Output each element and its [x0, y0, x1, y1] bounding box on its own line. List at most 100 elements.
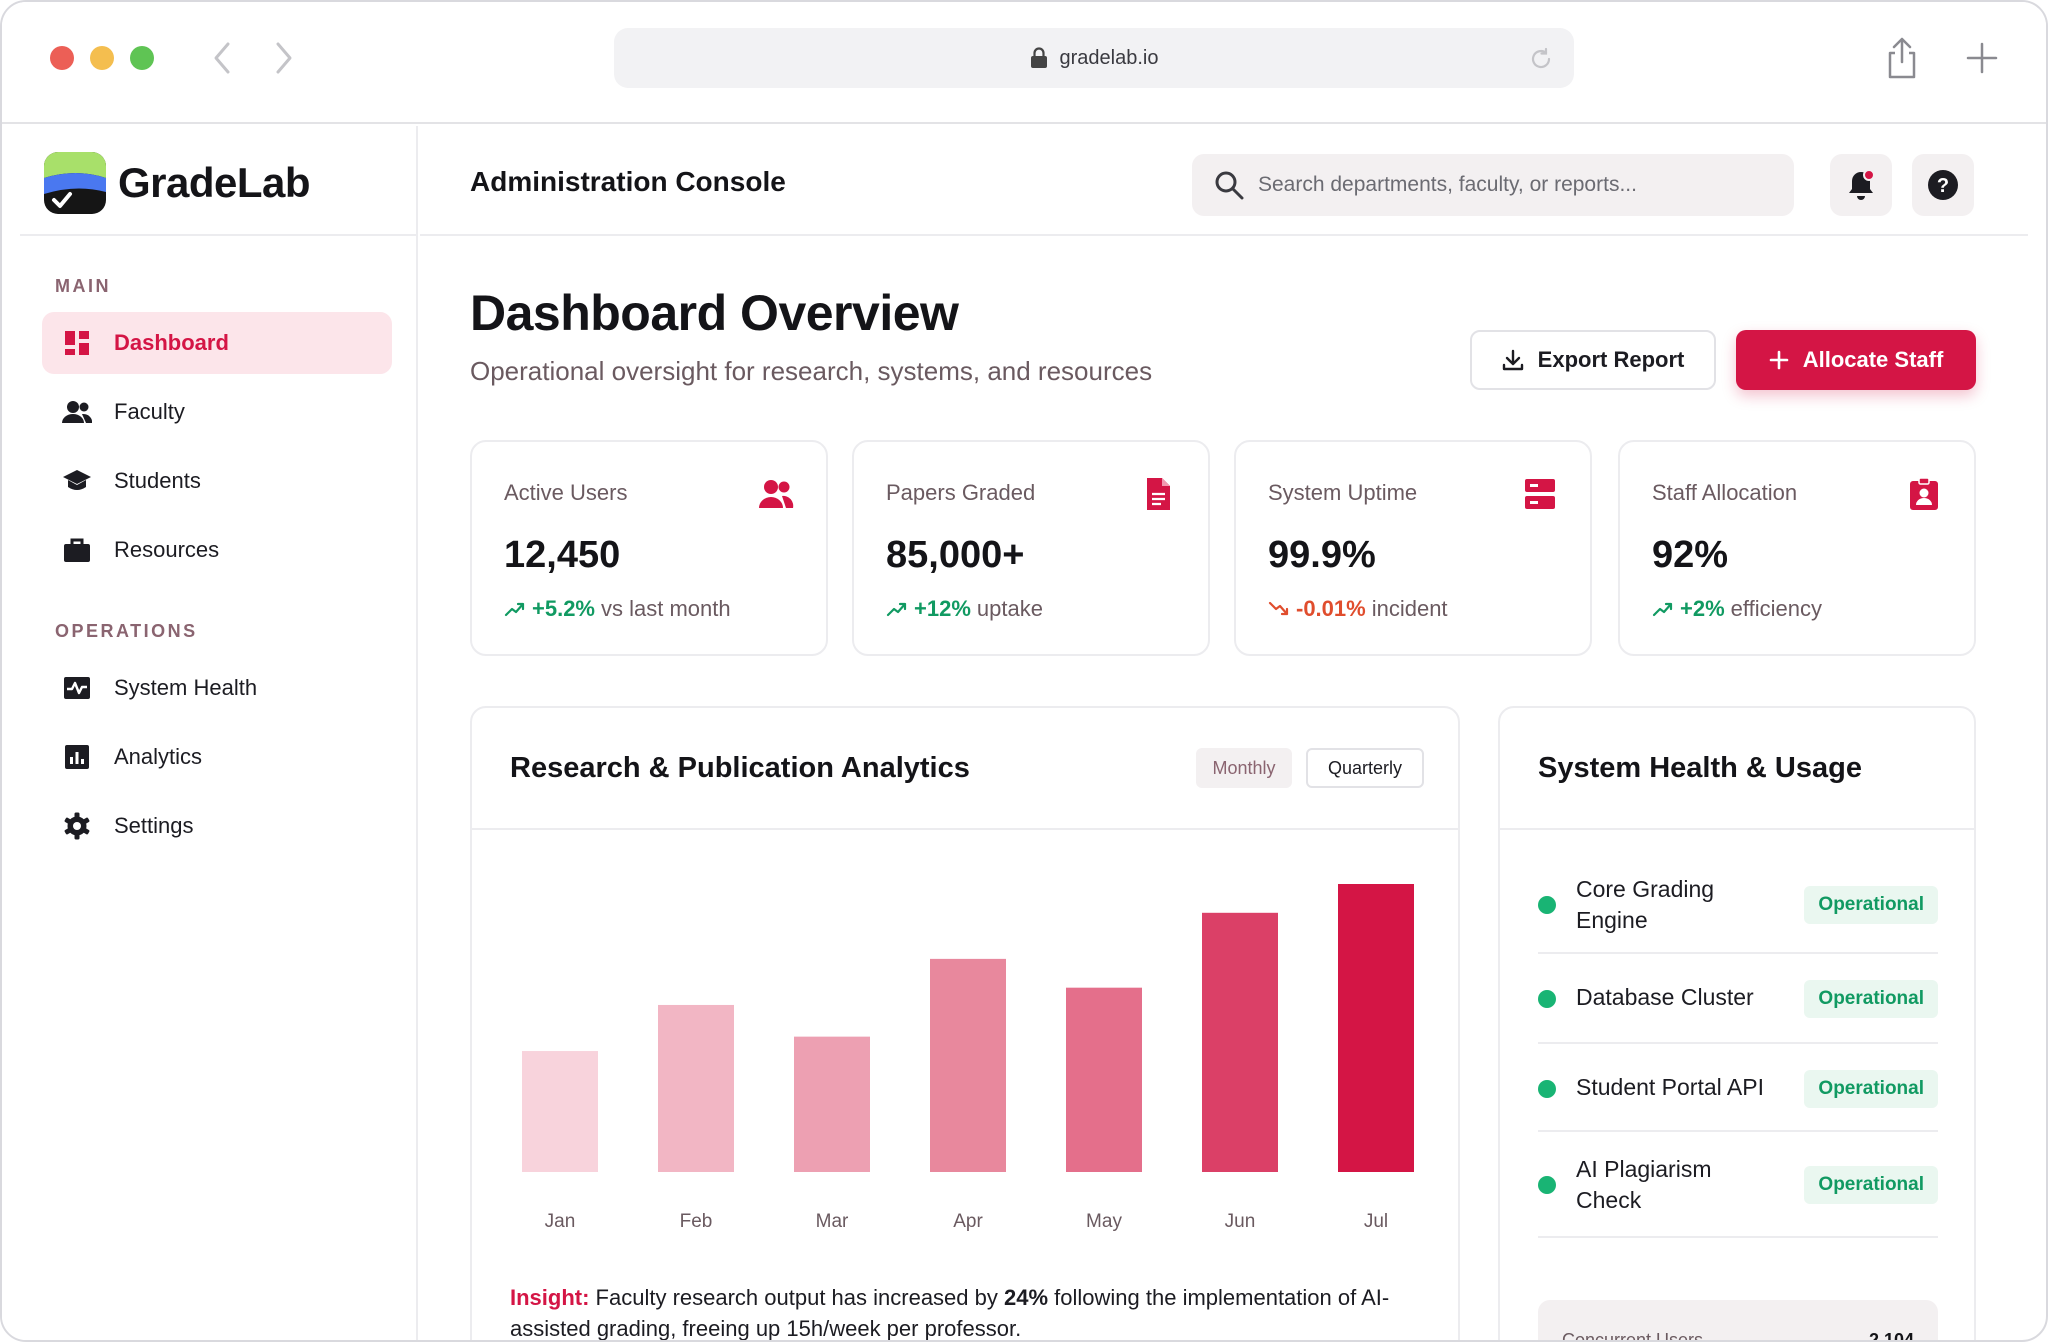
plus-icon: [1769, 350, 1789, 370]
sidebar-item-faculty[interactable]: Faculty: [42, 381, 392, 443]
trend-up-icon: [504, 602, 525, 617]
stat-delta-value: +2%: [1680, 596, 1725, 621]
maximize-window-button[interactable]: [130, 46, 154, 70]
toggle-quarterly[interactable]: Quarterly: [1306, 748, 1424, 788]
bar-may[interactable]: [1066, 987, 1142, 1172]
sidebar-item-label: Analytics: [114, 744, 203, 769]
console-title: Administration Console: [470, 166, 786, 197]
service-row-ai-plagiarism[interactable]: AI Plagiarism Check Operational: [1538, 1132, 1938, 1238]
browser-toolbar: gradelab.io: [2, 2, 2046, 124]
brand-name: GradeLab: [118, 159, 311, 206]
export-report-label: Export Report: [1537, 347, 1685, 372]
sidebar-item-label: Settings: [114, 813, 194, 838]
close-window-button[interactable]: [50, 46, 74, 70]
status-dot: [1538, 1176, 1556, 1194]
help-icon: ?: [1928, 170, 1958, 200]
briefcase-icon: [62, 535, 92, 565]
lock-icon: [1030, 47, 1047, 68]
bell-icon: [1849, 169, 1875, 200]
bar-mar[interactable]: [794, 1036, 870, 1172]
stat-delta-suffix: uptake: [976, 596, 1043, 621]
card-divider: [472, 828, 1458, 830]
bar-jul[interactable]: [1338, 884, 1414, 1172]
badge-icon: [1910, 477, 1938, 510]
service-row-core-grading[interactable]: Core Grading Engine Operational: [1538, 868, 1938, 954]
pulse-icon: [62, 673, 92, 703]
bar-chart-icon: [62, 742, 92, 772]
trend-down-icon: [1268, 601, 1289, 616]
brand[interactable]: GradeLab: [40, 148, 311, 218]
download-icon: [1502, 349, 1524, 371]
back-button[interactable]: [204, 38, 240, 78]
minimize-window-button[interactable]: [90, 46, 114, 70]
chevron-right-icon: [276, 42, 292, 74]
x-tick-label: Mar: [816, 1211, 849, 1232]
stat-value: 12,450: [504, 534, 621, 576]
search-box[interactable]: [1192, 154, 1794, 216]
status-badge: Operational: [1804, 1166, 1938, 1204]
top-header: Administration Console ?: [420, 126, 2028, 236]
stat-delta: +2% efficiency: [1652, 596, 1822, 622]
x-tick-label: Jan: [545, 1211, 576, 1232]
status-badge: Operational: [1804, 980, 1938, 1018]
sidebar-section-operations: OPERATIONS: [55, 621, 198, 641]
bar-jun[interactable]: [1202, 912, 1278, 1172]
window-controls: [50, 46, 154, 70]
notifications-button[interactable]: [1830, 154, 1892, 216]
stat-value: 85,000+: [886, 534, 1025, 576]
stat-delta-value: +12%: [914, 596, 971, 621]
card-divider: [1500, 828, 1974, 830]
insight-pre: Faculty research output has increased by: [589, 1285, 1004, 1310]
export-report-button[interactable]: Export Report: [1470, 330, 1716, 390]
x-tick-label: Apr: [953, 1211, 983, 1232]
allocate-staff-button[interactable]: Allocate Staff: [1736, 330, 1976, 390]
service-name: Core Grading Engine: [1576, 876, 1715, 933]
status-dot: [1538, 896, 1556, 914]
svg-text:?: ?: [1937, 175, 1949, 197]
forward-button[interactable]: [266, 38, 302, 78]
stat-delta: +5.2% vs last month: [504, 596, 731, 622]
sidebar: GradeLab MAIN Dashboard Faculty Students: [2, 126, 418, 1340]
new-tab-icon[interactable]: [1962, 36, 2002, 80]
users-icon: [62, 397, 92, 427]
trend-up-icon: [886, 602, 907, 617]
status-badge: Operational: [1804, 886, 1938, 924]
insight-highlight: 24%: [1004, 1285, 1049, 1310]
stat-card-papers-graded: Papers Graded 85,000+ +12% uptake: [852, 440, 1210, 656]
help-button[interactable]: ?: [1912, 154, 1974, 216]
x-tick-label: Jun: [1225, 1211, 1256, 1232]
status-dot: [1538, 990, 1556, 1008]
insight-text: Insight: Faculty research output has inc…: [510, 1282, 1430, 1340]
bar-apr[interactable]: [930, 958, 1006, 1172]
stat-label: System Uptime: [1268, 480, 1418, 505]
stat-value: 99.9%: [1268, 534, 1376, 576]
service-name: AI Plagiarism Check: [1576, 1156, 1712, 1213]
service-row-database[interactable]: Database Cluster Operational: [1538, 954, 1938, 1044]
bar-jan[interactable]: [522, 1051, 598, 1172]
sidebar-item-analytics[interactable]: Analytics: [42, 726, 392, 788]
insight-label: Insight:: [510, 1285, 590, 1310]
service-name: Database Cluster: [1576, 984, 1754, 1010]
server-icon: [1525, 479, 1555, 509]
sidebar-item-resources[interactable]: Resources: [42, 519, 392, 581]
sidebar-item-dashboard[interactable]: Dashboard: [42, 312, 392, 374]
address-bar[interactable]: gradelab.io: [614, 28, 1574, 88]
sidebar-divider: [20, 234, 418, 236]
sidebar-item-system-health[interactable]: System Health: [42, 657, 392, 719]
page-subtitle: Operational oversight for research, syst…: [470, 356, 1153, 386]
sidebar-item-settings[interactable]: Settings: [42, 795, 392, 857]
share-icon[interactable]: [1882, 36, 1922, 80]
service-name: Student Portal API: [1576, 1074, 1764, 1100]
sidebar-item-label: Dashboard: [114, 330, 229, 355]
stat-delta-suffix: vs last month: [601, 596, 731, 621]
sidebar-item-students[interactable]: Students: [42, 450, 392, 512]
reload-icon[interactable]: [1528, 46, 1554, 72]
usage-value: 2,104: [1868, 1330, 1914, 1342]
search-input[interactable]: [1258, 173, 1778, 197]
service-row-student-portal[interactable]: Student Portal API Operational: [1538, 1044, 1938, 1132]
allocate-staff-label: Allocate Staff: [1802, 347, 1944, 372]
users-icon: [759, 480, 794, 508]
system-health-card: System Health & Usage Core Grading Engin…: [1498, 706, 1976, 1342]
bar-feb[interactable]: [658, 1004, 734, 1172]
toggle-monthly[interactable]: Monthly: [1196, 748, 1292, 788]
